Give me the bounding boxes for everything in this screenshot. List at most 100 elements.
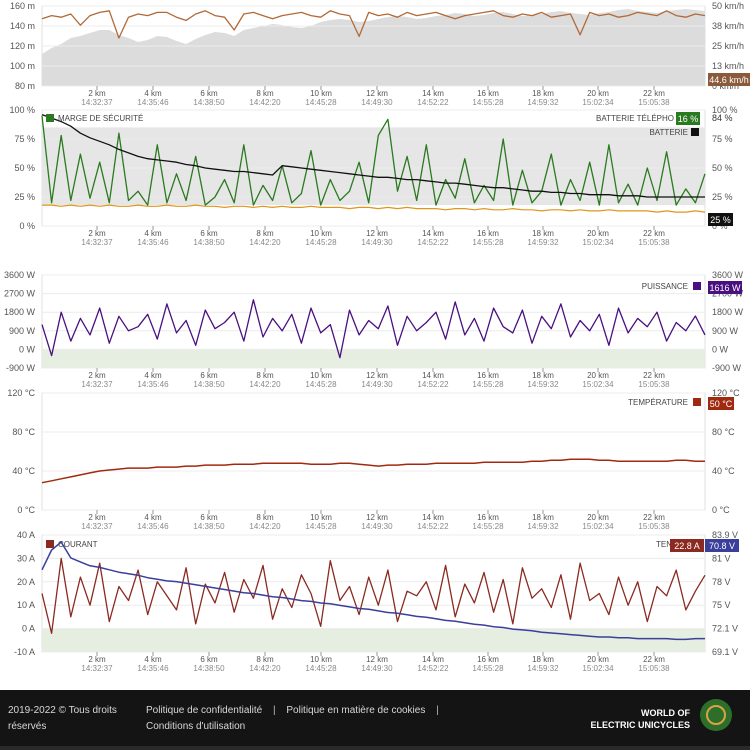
x-tick-label-km: 20 km (587, 89, 609, 98)
privacy-policy-link[interactable]: Politique de confidentialité (146, 705, 263, 716)
x-tick-label-time: 14:35:46 (137, 98, 169, 107)
power-series-line (41, 299, 706, 359)
y-tick-label-left: 50 % (14, 163, 35, 173)
x-tick-label-time: 14:42:20 (249, 522, 281, 531)
y-tick-label-right: 900 W (712, 326, 739, 336)
phone-battery-badge: 16 % (678, 114, 699, 124)
x-tick-label-km: 4 km (144, 229, 162, 238)
y-tick-label-left: 0 W (19, 344, 36, 354)
y-tick-label-left: 20 A (17, 577, 35, 587)
x-tick-label-time: 14:35:46 (137, 664, 169, 673)
y-tick-label-left: 75 % (14, 134, 35, 144)
terms-of-use-link[interactable]: Conditions d'utilisation (146, 721, 246, 732)
x-tick-label-time: 14:42:20 (249, 238, 281, 247)
x-tick-label-time: 14:32:37 (81, 238, 113, 247)
x-tick-label-time: 14:52:22 (417, 664, 449, 673)
power-value-badge-bg (708, 281, 742, 294)
temperature-value-badge: 50 °C (710, 399, 733, 409)
x-tick-label-km: 4 km (144, 513, 162, 522)
x-tick-label-time: 14:52:22 (417, 380, 449, 389)
y-tick-label-left: 100 % (9, 105, 35, 115)
x-tick-label-time: 14:55:28 (472, 664, 504, 673)
y-tick-label-left: 10 A (17, 600, 35, 610)
x-tick-label-km: 22 km (643, 89, 665, 98)
x-tick-label-km: 12 km (366, 655, 388, 664)
x-tick-label-km: 20 km (587, 513, 609, 522)
x-tick-label-km: 12 km (366, 371, 388, 380)
x-tick-label-time: 14:38:50 (193, 380, 225, 389)
battery-line (41, 113, 705, 198)
x-tick-label-time: 15:02:34 (582, 238, 614, 247)
y-tick-label-left: 1800 W (4, 307, 36, 317)
x-tick-label-km: 12 km (366, 513, 388, 522)
x-tick-label-time: 15:02:34 (582, 98, 614, 107)
x-tick-label-time: 15:05:38 (638, 238, 670, 247)
safety-margin-legend-swatch (46, 114, 54, 122)
x-tick-label-km: 14 km (422, 89, 444, 98)
x-tick-label-time: 15:02:34 (582, 522, 614, 531)
x-tick-label-time: 14:55:28 (472, 522, 504, 531)
y-tick-label-right: 120 °C (712, 388, 740, 398)
x-tick-label-time: 14:35:46 (137, 522, 169, 531)
safety-margin-line (41, 115, 706, 206)
y-tick-label-left: 0 % (19, 221, 35, 231)
speed-value-badge: 44.6 km/h (709, 75, 749, 85)
speed-value-badge-bg (708, 73, 750, 86)
y-tick-label-left: 100 m (10, 61, 35, 71)
x-tick-label-time: 14:32:37 (81, 98, 113, 107)
brand-name[interactable]: WORLD OF ELECTRIC UNICYCLES (590, 707, 690, 731)
x-tick-label-time: 14:59:32 (527, 380, 559, 389)
copyright-text: 2019-2022 © Tous droits réservés (8, 705, 117, 732)
site-footer: 2019-2022 © Tous droits réservés Politiq… (0, 690, 750, 750)
y-tick-label-right: 38 km/h (712, 21, 744, 31)
cookie-policy-link[interactable]: Politique en matière de cookies (286, 705, 426, 716)
x-tick-label-km: 16 km (477, 229, 499, 238)
battery-value-badge-bg (708, 213, 733, 226)
y-tick-label-right: 50 % (712, 163, 733, 173)
x-tick-label-km: 16 km (477, 655, 499, 664)
negative-power-band (42, 349, 705, 368)
x-tick-label-km: 18 km (532, 655, 554, 664)
x-tick-label-time: 14:52:22 (417, 238, 449, 247)
x-tick-label-time: 14:35:46 (137, 238, 169, 247)
x-tick-label-time: 14:59:32 (527, 522, 559, 531)
y-tick-label-right: 100 % (712, 105, 738, 115)
y-tick-label-left: -900 W (6, 363, 36, 373)
y-tick-label-left: -10 A (14, 647, 35, 657)
telemetry-charts: 160 m 50 km/h 140 m 38 km/h 120 m 25 km/h 100 … (4, 1, 750, 673)
x-tick-label-time: 14:49:30 (361, 98, 393, 107)
x-tick-label-time: 14:45:28 (305, 664, 337, 673)
x-tick-label-km: 8 km (256, 655, 274, 664)
x-tick-label-time: 14:45:28 (305, 238, 337, 247)
unicycle-logo-icon[interactable] (700, 699, 732, 731)
y-tick-label-left: 3600 W (4, 270, 36, 280)
x-tick-label-time: 14:38:50 (193, 664, 225, 673)
x-tick-label-km: 18 km (532, 371, 554, 380)
x-tick-label-km: 16 km (477, 371, 499, 380)
x-tick-label-time: 14:38:50 (193, 522, 225, 531)
x-tick-label-km: 6 km (200, 371, 218, 380)
x-tick-label-km: 18 km (532, 229, 554, 238)
x-tick-label-time: 14:45:28 (305, 522, 337, 531)
brand-line-1: WORLD OF (641, 708, 690, 718)
x-tick-label-km: 18 km (532, 89, 554, 98)
y-tick-label-left: 0 A (22, 624, 35, 634)
current-legend-label: COURANT (58, 540, 98, 549)
x-tick-label-km: 2 km (88, 655, 106, 664)
y-tick-label-left: 900 W (9, 326, 36, 336)
y-tick-label-right: 81 V (712, 553, 731, 563)
x-tick-label-km: 6 km (200, 655, 218, 664)
x-tick-label-km: 18 km (532, 513, 554, 522)
x-tick-label-km: 4 km (144, 371, 162, 380)
x-tick-label-time: 14:59:32 (527, 238, 559, 247)
y-tick-label-right: 83.9 V (712, 530, 738, 540)
x-tick-label-km: 22 km (643, 229, 665, 238)
x-tick-label-time: 14:59:32 (527, 98, 559, 107)
x-tick-label-time: 14:52:22 (417, 522, 449, 531)
x-tick-label-time: 14:45:28 (305, 380, 337, 389)
x-tick-label-km: 22 km (643, 655, 665, 664)
y-tick-label-right: 69.1 V (712, 647, 738, 657)
battery-legend-swatch (691, 128, 699, 136)
power-legend-swatch (693, 282, 701, 290)
x-tick-label-km: 2 km (88, 89, 106, 98)
